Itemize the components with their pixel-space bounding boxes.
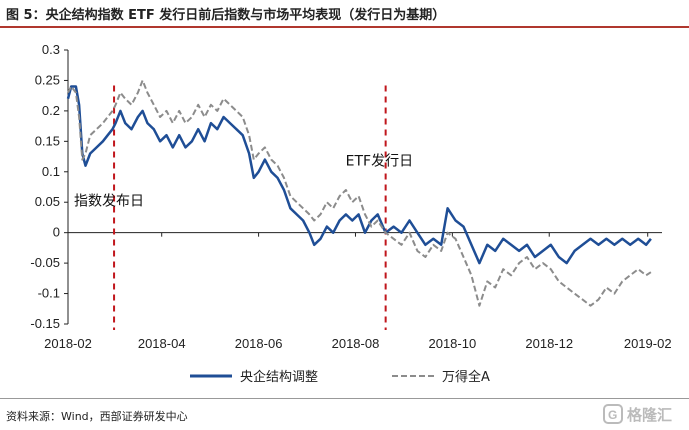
event-lines — [113, 85, 387, 330]
annotation-label: ETF发行日 — [346, 154, 413, 170]
y-tick-label: 0.15 — [35, 133, 60, 148]
y-axis: -0.15 -0.1 -0.05 0 0.05 0.1 0.15 0.2 0.25 0.3 — [30, 42, 69, 331]
title-divider — [0, 26, 689, 28]
y-tick-label: -0.15 — [30, 316, 60, 331]
x-tick-label: 2018-10 — [428, 336, 476, 351]
x-tick-label: 2018-04 — [138, 336, 186, 351]
svg-text:G: G — [608, 408, 617, 422]
annotations: 指数发布日 ETF发行日 — [74, 154, 413, 210]
x-tick-label: 2018-08 — [332, 336, 380, 351]
footer-divider — [0, 398, 689, 399]
source-note: 资料来源：Wind，西部证券研发中心 — [6, 410, 188, 423]
legend-label: 万得全A — [442, 369, 490, 385]
x-tick-label: 2018-12 — [525, 336, 573, 351]
legend-label: 央企结构调整 — [240, 369, 318, 385]
y-tick-label: 0.25 — [35, 72, 60, 87]
y-tick-label: -0.05 — [30, 255, 60, 270]
y-tick-label: 0.3 — [42, 42, 60, 57]
x-tick-label: 2018-06 — [235, 336, 283, 351]
watermark-text: 格隆汇 — [627, 406, 672, 424]
series-lines — [66, 79, 652, 307]
line-chart: -0.15 -0.1 -0.05 0 0.05 0.1 0.15 0.2 0.25 0.3 201… — [30, 42, 672, 385]
series-line — [66, 85, 652, 265]
annotation-label: 指数发布日 — [74, 193, 144, 209]
watermark-logo: G 格隆汇 — [603, 404, 672, 424]
chart-title: 图 5：央企结构指数 ETF 发行日前后指数与市场平均表现（发行日为基期） — [6, 8, 446, 23]
y-tick-label: 0.2 — [42, 103, 60, 118]
x-axis: 2018-02 2018-04 2018-06 2018-08 2018-10 2018-… — [44, 232, 672, 351]
y-tick-label: -0.1 — [38, 286, 60, 301]
y-tick-label: 0 — [53, 225, 60, 240]
x-tick-label: 2018-02 — [44, 336, 92, 351]
series-line — [67, 79, 652, 307]
y-tick-label: 0.05 — [35, 194, 60, 209]
y-tick-label: 0.1 — [42, 164, 60, 179]
x-tick-label: 2019-02 — [624, 336, 672, 351]
legend: 央企结构调整 万得全A — [190, 369, 490, 385]
